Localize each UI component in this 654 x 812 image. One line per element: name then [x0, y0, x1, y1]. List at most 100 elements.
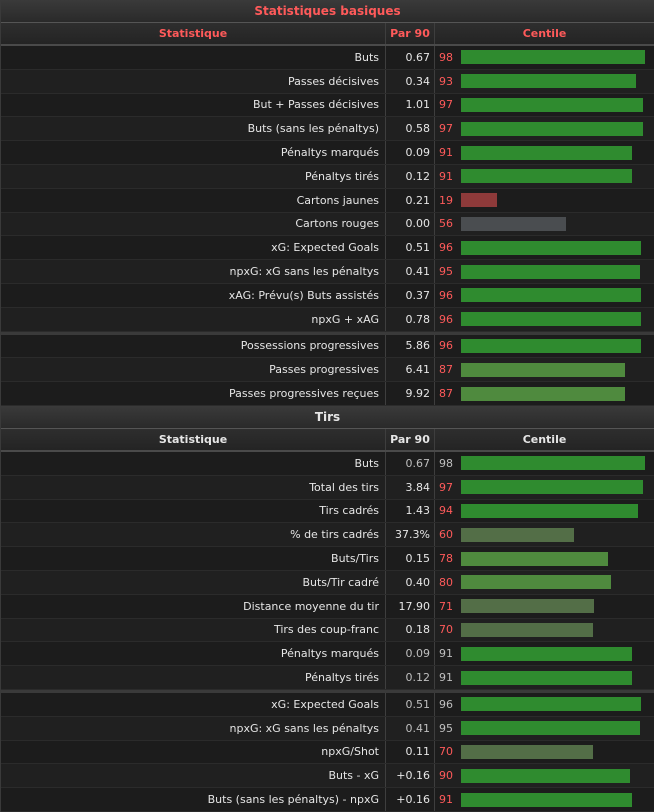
percentile-bar [461, 670, 633, 685]
header-row-basic: Statistique Par 90 Centile [1, 23, 654, 46]
stat-label: But + Passes décisives [1, 93, 386, 117]
col-header-pct[interactable]: Centile [522, 27, 567, 40]
percentile-value: 91 [439, 793, 453, 806]
percentile-bar [461, 288, 642, 303]
percentile-value: 60 [439, 528, 453, 542]
table-row: Total des tirs 3.84 97 [1, 475, 654, 500]
stat-value: 5.86 [386, 334, 435, 358]
table-row: npxG: xG sans les pénaltys 0.41 95 [1, 716, 654, 741]
percentile-bar [461, 145, 633, 160]
percentile-bar [461, 312, 642, 327]
section-title-shots: Tirs [1, 405, 654, 429]
table-row: Possessions progressives 5.86 96 [1, 331, 654, 359]
percentile-bar-track [461, 670, 649, 685]
percentile-bar [461, 386, 625, 401]
percentile-value: 19 [439, 193, 453, 207]
col-header-stat[interactable]: Statistique [1, 428, 386, 450]
stat-value: +0.16 [386, 788, 435, 811]
basic-rows: Buts 0.67 98 Passes décisives 0.34 93 But + Pa… [1, 46, 654, 406]
shots-rows: Buts 0.67 98 Total des tirs 3.84 97 Tirs cadré… [1, 451, 654, 812]
percentile-cell: 98 [435, 452, 654, 475]
percentile-cell: 93 [435, 70, 654, 93]
percentile-cell: 78 [435, 547, 654, 570]
table-row: Buts (sans les pénaltys) 0.58 97 [1, 117, 654, 142]
percentile-bar [461, 362, 625, 377]
stat-label: Buts [1, 46, 386, 69]
stat-label: Passes décisives [1, 69, 386, 93]
stat-label: Distance moyenne du tir [1, 594, 386, 618]
percentile-value: 98 [439, 456, 453, 470]
stat-label: Cartons rouges [1, 212, 386, 236]
percentile-bar-track [461, 646, 649, 661]
percentile-bar-track [461, 362, 649, 377]
table-row: Tirs cadrés 1.43 94 [1, 499, 654, 524]
percentile-bar [461, 338, 642, 353]
percentile-bar [461, 575, 612, 590]
header-row-shots: Statistique Par 90 Centile [1, 428, 654, 452]
col-header-per90[interactable]: Par 90 [386, 428, 435, 450]
table-row: xAG: Prévu(s) Buts assistés 0.37 96 [1, 283, 654, 308]
percentile-value: 90 [439, 769, 453, 783]
table-row: Pénaltys marqués 0.09 91 [1, 642, 654, 667]
table-row: Tirs des coup-franc 0.18 70 [1, 618, 654, 643]
percentile-bar [461, 121, 644, 136]
percentile-bar-track [461, 697, 649, 712]
percentile-bar-track [461, 121, 649, 136]
stat-value: 0.11 [386, 740, 435, 764]
percentile-bar [461, 792, 633, 807]
stat-value: 0.12 [386, 666, 435, 689]
percentile-cell: 97 [435, 94, 654, 117]
percentile-value: 97 [439, 480, 453, 494]
percentile-bar [461, 74, 636, 89]
stat-value: 0.37 [386, 283, 435, 307]
percentile-cell: 80 [435, 571, 654, 594]
stat-label: xG: Expected Goals [1, 692, 386, 716]
stat-value: 37.3% [386, 523, 435, 547]
percentile-bar [461, 216, 567, 231]
percentile-value: 96 [439, 697, 453, 711]
percentile-bar-track [461, 721, 649, 736]
percentile-bar [461, 456, 646, 471]
percentile-bar [461, 622, 593, 637]
percentile-bar [461, 744, 593, 759]
stat-value: +0.16 [386, 764, 435, 788]
table-row: Cartons jaunes 0.21 19 [1, 188, 654, 213]
stat-label: Tirs cadrés [1, 499, 386, 523]
col-header-pct[interactable]: Centile [522, 432, 567, 446]
percentile-bar-track [461, 74, 649, 89]
percentile-bar [461, 697, 642, 712]
stat-value: 1.01 [386, 93, 435, 117]
percentile-bar-track [461, 288, 649, 303]
percentile-value: 87 [439, 363, 453, 377]
stat-label: Passes progressives [1, 358, 386, 382]
table-row: But + Passes décisives 1.01 97 [1, 93, 654, 118]
percentile-value: 87 [439, 387, 453, 401]
percentile-bar-track [461, 193, 649, 208]
percentile-bar-track [461, 456, 649, 471]
percentile-bar [461, 169, 633, 184]
stat-value: 0.00 [386, 212, 435, 236]
percentile-bar-track [461, 216, 649, 231]
percentile-cell: 95 [435, 717, 654, 740]
percentile-bar-track [461, 312, 649, 327]
percentile-bar-track [461, 338, 649, 353]
percentile-bar [461, 240, 642, 255]
stat-label: Buts - xG [1, 764, 386, 788]
percentile-value: 98 [439, 50, 453, 64]
stat-value: 0.78 [386, 307, 435, 331]
stat-label: % de tirs cadrés [1, 523, 386, 547]
stat-value: 0.41 [386, 260, 435, 283]
col-header-per90[interactable]: Par 90 [386, 23, 435, 44]
percentile-bar-track [461, 551, 649, 566]
percentile-value: 93 [439, 74, 453, 88]
stat-value: 0.51 [386, 692, 435, 716]
stat-label: Pénaltys marqués [1, 642, 386, 666]
percentile-value: 91 [439, 146, 453, 160]
percentile-bar [461, 193, 497, 208]
stat-label: Passes progressives reçues [1, 382, 386, 405]
col-header-stat[interactable]: Statistique [1, 23, 386, 44]
stat-value: 17.90 [386, 594, 435, 618]
table-row: Distance moyenne du tir 17.90 71 [1, 594, 654, 619]
table-row: Buts (sans les pénaltys) - npxG +0.16 91 [1, 788, 654, 812]
percentile-cell: 96 [435, 236, 654, 259]
